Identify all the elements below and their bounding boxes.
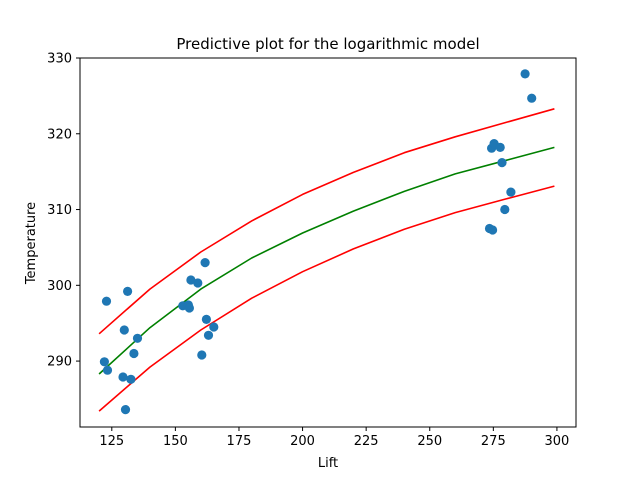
data-point <box>123 286 133 296</box>
data-point <box>200 258 210 268</box>
chart-title: Predictive plot for the logarithmic mode… <box>176 35 479 53</box>
y-tick-label: 300 <box>47 279 72 294</box>
x-tick-label: 275 <box>481 434 506 449</box>
plot-area <box>98 69 555 415</box>
lower-bound-line <box>98 185 555 412</box>
data-point <box>495 142 505 152</box>
x-tick-label: 175 <box>227 434 252 449</box>
x-axis-label: Lift <box>318 456 338 471</box>
x-tick-label: 300 <box>545 434 570 449</box>
upper-bound-line <box>98 108 555 335</box>
data-point <box>132 333 143 343</box>
data-point <box>201 314 211 324</box>
y-tick-label: 330 <box>47 52 72 67</box>
y-tick-label: 290 <box>47 355 72 370</box>
data-point <box>193 278 203 288</box>
data-point <box>120 405 131 415</box>
x-tick-label: 225 <box>354 434 379 449</box>
axes: 125 150 175 200 225 250 275 300 290 300 310 320 330 <box>47 52 577 449</box>
data-point <box>126 374 136 384</box>
fitted-line <box>98 146 555 375</box>
data-point <box>99 357 109 367</box>
data-point <box>497 158 507 168</box>
data-point <box>118 372 128 382</box>
x-tick-label: 125 <box>99 434 124 449</box>
x-tick-label: 250 <box>417 434 442 449</box>
y-axis-label: Temperature <box>24 202 39 285</box>
data-point <box>500 204 510 215</box>
axes-frame <box>79 57 577 428</box>
y-tick-label: 310 <box>47 203 72 218</box>
x-tick-label: 200 <box>290 434 315 449</box>
data-point <box>186 275 196 285</box>
y-tick-label: 320 <box>47 127 72 142</box>
data-point <box>101 296 112 306</box>
data-point <box>506 187 516 197</box>
data-point <box>119 325 129 335</box>
data-point <box>520 69 530 79</box>
data-point <box>102 365 113 375</box>
data-point <box>129 348 139 359</box>
data-point <box>184 303 194 313</box>
data-point <box>527 93 537 103</box>
data-point <box>209 322 219 332</box>
data-point <box>197 350 207 360</box>
data-point <box>488 225 498 235</box>
x-tick-label: 150 <box>163 434 188 449</box>
data-point <box>203 330 214 340</box>
